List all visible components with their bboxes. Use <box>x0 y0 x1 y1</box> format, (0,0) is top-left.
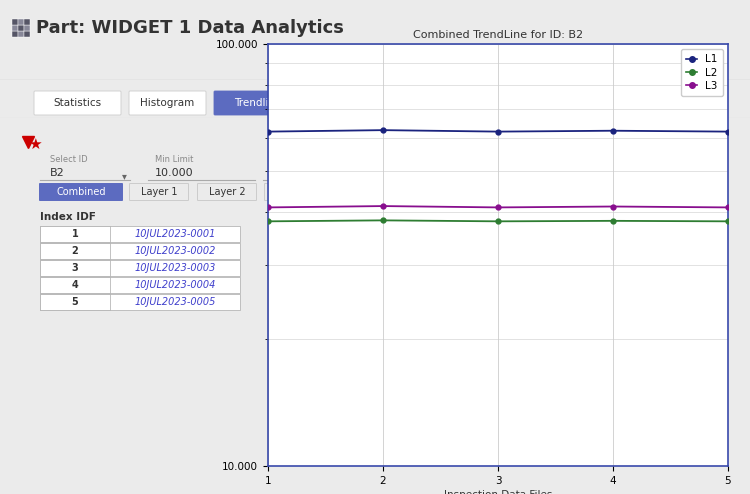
L3 <box>379 203 388 209</box>
L1 <box>608 128 617 134</box>
Text: ★: ★ <box>28 136 42 152</box>
Line: L1: L1 <box>266 128 730 134</box>
FancyBboxPatch shape <box>197 183 256 201</box>
Text: Index IDF: Index IDF <box>40 212 96 222</box>
L3 <box>494 205 502 210</box>
L2 <box>724 218 733 224</box>
Bar <box>40 277 240 293</box>
Bar <box>24 19 30 25</box>
Text: 10.000: 10.000 <box>155 168 194 178</box>
Bar <box>18 19 24 25</box>
Bar <box>40 277 110 293</box>
FancyBboxPatch shape <box>130 183 188 201</box>
Legend: L1, L2, L3: L1, L2, L3 <box>681 49 723 96</box>
Text: ▾: ▾ <box>122 171 127 181</box>
Text: 1: 1 <box>72 229 78 239</box>
FancyBboxPatch shape <box>129 91 206 115</box>
L2 <box>608 218 617 224</box>
Text: 10JUL2023-0002: 10JUL2023-0002 <box>134 246 216 256</box>
L1 <box>494 128 502 134</box>
Bar <box>40 226 110 242</box>
Text: Layer 1: Layer 1 <box>141 187 177 197</box>
Text: Inspection Data File Statistics: Inspection Data File Statistics <box>270 55 480 69</box>
Text: Combined: Combined <box>56 187 106 197</box>
Line: L3: L3 <box>266 204 730 210</box>
Text: Trendline: Trendline <box>234 98 281 108</box>
Line: L2: L2 <box>266 218 730 224</box>
Text: Min Limit: Min Limit <box>155 155 194 164</box>
Text: 10JUL2023-0005: 10JUL2023-0005 <box>134 297 216 307</box>
L1 <box>379 127 388 133</box>
Bar <box>40 294 240 310</box>
Text: 10JUL2023-0001: 10JUL2023-0001 <box>134 229 216 239</box>
Bar <box>40 260 240 276</box>
Text: Part: WIDGET 1 Data Analytics: Part: WIDGET 1 Data Analytics <box>36 19 344 37</box>
Bar <box>40 260 110 276</box>
L3 <box>608 204 617 209</box>
Bar <box>40 243 240 259</box>
Text: Histogram: Histogram <box>140 98 195 108</box>
L2 <box>263 218 272 224</box>
Bar <box>40 243 110 259</box>
Bar <box>12 25 18 31</box>
L3 <box>724 205 733 210</box>
Bar <box>18 25 24 31</box>
Text: Max Limit: Max Limit <box>270 155 310 164</box>
L1 <box>724 128 733 134</box>
Bar <box>24 25 30 31</box>
Bar <box>40 294 110 310</box>
Bar <box>12 19 18 25</box>
FancyBboxPatch shape <box>34 91 121 115</box>
Text: 5: 5 <box>72 297 78 307</box>
Text: 100.000: 100.000 <box>270 168 316 178</box>
Text: 2: 2 <box>72 246 78 256</box>
Title: Combined TrendLine for ID: B2: Combined TrendLine for ID: B2 <box>413 31 583 41</box>
FancyBboxPatch shape <box>40 183 122 201</box>
Bar <box>18 31 24 37</box>
Bar <box>12 31 18 37</box>
L2 <box>494 218 502 224</box>
Bar <box>24 31 30 37</box>
L3 <box>263 205 272 210</box>
Text: 4: 4 <box>72 280 78 290</box>
Bar <box>40 226 240 242</box>
Text: Submit: Submit <box>392 169 426 179</box>
FancyBboxPatch shape <box>382 165 436 183</box>
FancyBboxPatch shape <box>265 183 323 201</box>
FancyBboxPatch shape <box>214 91 301 115</box>
Text: Layer 3: Layer 3 <box>276 187 312 197</box>
Text: B2: B2 <box>50 168 64 178</box>
Text: Select ID: Select ID <box>50 155 88 164</box>
Text: Statistics: Statistics <box>53 98 101 108</box>
Text: 10JUL2023-0003: 10JUL2023-0003 <box>134 263 216 273</box>
X-axis label: Inspection Data Files: Inspection Data Files <box>444 490 552 494</box>
Text: 3: 3 <box>72 263 78 273</box>
L2 <box>379 217 388 223</box>
L1 <box>263 128 272 134</box>
Text: 10JUL2023-0004: 10JUL2023-0004 <box>134 280 216 290</box>
Text: Layer 2: Layer 2 <box>209 187 245 197</box>
